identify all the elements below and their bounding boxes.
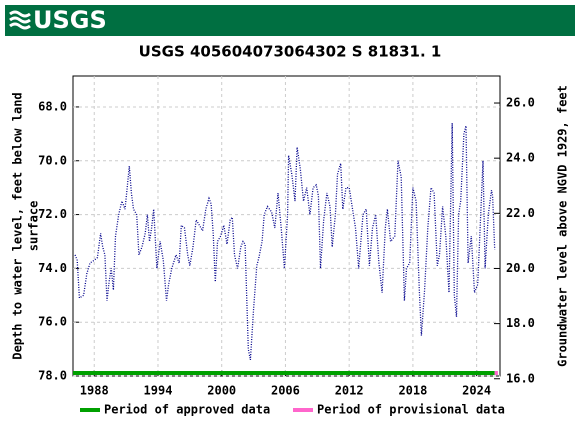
x-tick-label: 2000 — [207, 384, 236, 398]
chart-title: USGS 405604073064302 S 81831. 1 — [139, 43, 442, 61]
header-band — [5, 5, 575, 36]
data-line — [74, 123, 496, 361]
period-bar — [494, 371, 498, 375]
y-tick-label: 74.0 — [38, 261, 67, 275]
y2-tick-label: 22.0 — [506, 206, 535, 220]
y-tick-label: 68.0 — [38, 99, 67, 113]
y2-tick-label: 20.0 — [506, 261, 535, 275]
x-tick-label: 2012 — [335, 384, 364, 398]
y2-tick-label: 16.0 — [506, 371, 535, 385]
x-tick-label: 1994 — [144, 384, 173, 398]
x-tick-label: 2018 — [398, 384, 427, 398]
y-axis-label: Depth to water level, feet below land — [11, 92, 25, 359]
x-tick-label: 2024 — [462, 384, 491, 398]
y2-tick-label: 18.0 — [506, 316, 535, 330]
x-tick-label: 1988 — [80, 384, 109, 398]
y-tick-label: 76.0 — [38, 315, 67, 329]
y-axis-label: surface — [27, 201, 41, 252]
y-tick-label: 70.0 — [38, 153, 67, 167]
legend-label: Period of approved data — [104, 403, 270, 417]
y2-axis-label: Groundwater level above NGVD 1929, feet — [556, 85, 570, 367]
y-tick-label: 78.0 — [38, 369, 67, 383]
logo-icon — [9, 10, 31, 30]
x-tick-label: 2006 — [271, 384, 300, 398]
legend-label: Period of provisional data — [317, 403, 505, 417]
plot-frame — [72, 75, 501, 377]
logo-text: USGS — [33, 6, 107, 34]
period-bar — [73, 371, 495, 375]
y2-tick-label: 24.0 — [506, 151, 535, 165]
y2-tick-label: 26.0 — [506, 96, 535, 110]
y-tick-label: 72.0 — [38, 207, 67, 221]
